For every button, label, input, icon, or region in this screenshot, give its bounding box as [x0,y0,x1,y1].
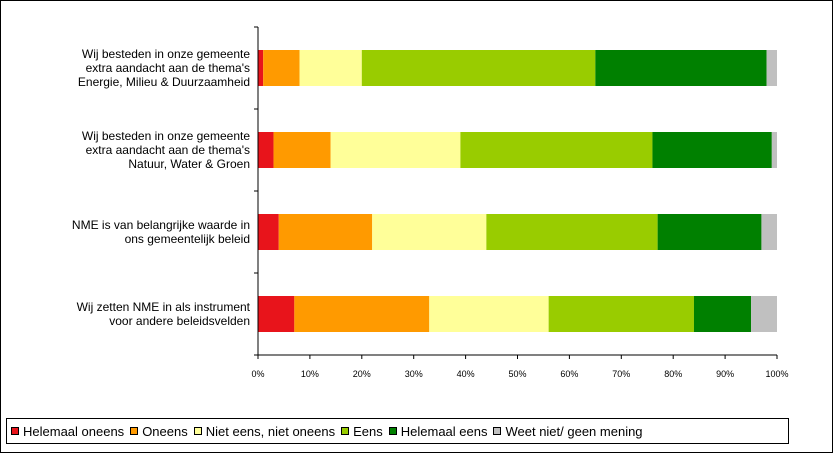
legend-item: Weet niet/ geen mening [493,423,643,439]
legend-label: Eens [353,423,383,439]
x-tick-label: 50% [508,369,526,379]
category-label: NME is van belangrijke waarde in ons geme… [72,218,250,246]
legend-item: Helemaal eens [388,423,488,439]
x-tick-label: 20% [353,369,371,379]
category-label: Wij besteden in onze gemeente extra aanda… [78,47,250,89]
x-tick-label: 70% [612,369,630,379]
bar-segment [258,50,264,86]
bar-segment [273,132,331,168]
bar-segment [258,296,295,332]
legend-swatch [193,427,202,435]
category-label: Wij besteden in onze gemeente extra aanda… [82,129,250,171]
bar-segment [751,296,777,332]
legend-label: Niet eens, niet oneens [205,423,336,439]
legend-item: Oneens [130,424,188,439]
legend-item: Helemaal oneens [11,424,124,439]
x-tick-label: 30% [405,369,423,379]
legend-swatch [130,427,139,435]
x-tick-label: 80% [664,369,682,379]
chart-legend: Helemaal oneens Oneens Niet eens, niet one… [6,418,789,444]
bar-segment [278,214,373,250]
legend-label: Weet niet/ geen mening [505,423,643,439]
legend-swatch [11,427,19,435]
bar-segment [652,132,772,168]
bar-segment [361,50,596,86]
bar-segment [595,50,767,86]
bar-segment [258,214,279,250]
legend-label: Oneens [142,423,188,439]
bar-segment [486,214,658,250]
bar-segment [294,296,430,332]
bar-segment [330,132,461,168]
bar-segment [657,214,762,250]
legend-item: Eens [341,424,383,439]
bar-segment [258,132,274,168]
x-tick-label: 60% [560,369,578,379]
legend-swatch [388,427,397,435]
bar-segment [548,296,694,332]
bar-segment [693,296,752,332]
bar-segment [766,50,777,86]
bar-segment [299,50,362,86]
bar-segment [771,132,777,168]
legend-swatch [493,427,502,435]
bar-segment [460,132,653,168]
legend-item: Niet eens, niet oneens [193,423,336,439]
x-tick-label: 40% [457,369,475,379]
bar-segment [263,50,300,86]
legend-label: Helemaal eens [400,423,488,439]
x-tick-label: 10% [301,369,319,379]
legend-swatch [341,427,350,435]
legend-label: Helemaal oneens [23,423,125,439]
bar-segment [429,296,549,332]
x-tick-label: 100% [765,369,788,379]
category-label: Wij zetten NME in als instrument voor and… [77,300,251,328]
x-tick-label: 0% [251,369,264,379]
x-tick-label: 90% [716,369,734,379]
stacked-bar-chart: Wij besteden in onze gemeente extra aanda… [72,26,789,379]
bar-segment [761,214,777,250]
bar-segment [372,214,487,250]
